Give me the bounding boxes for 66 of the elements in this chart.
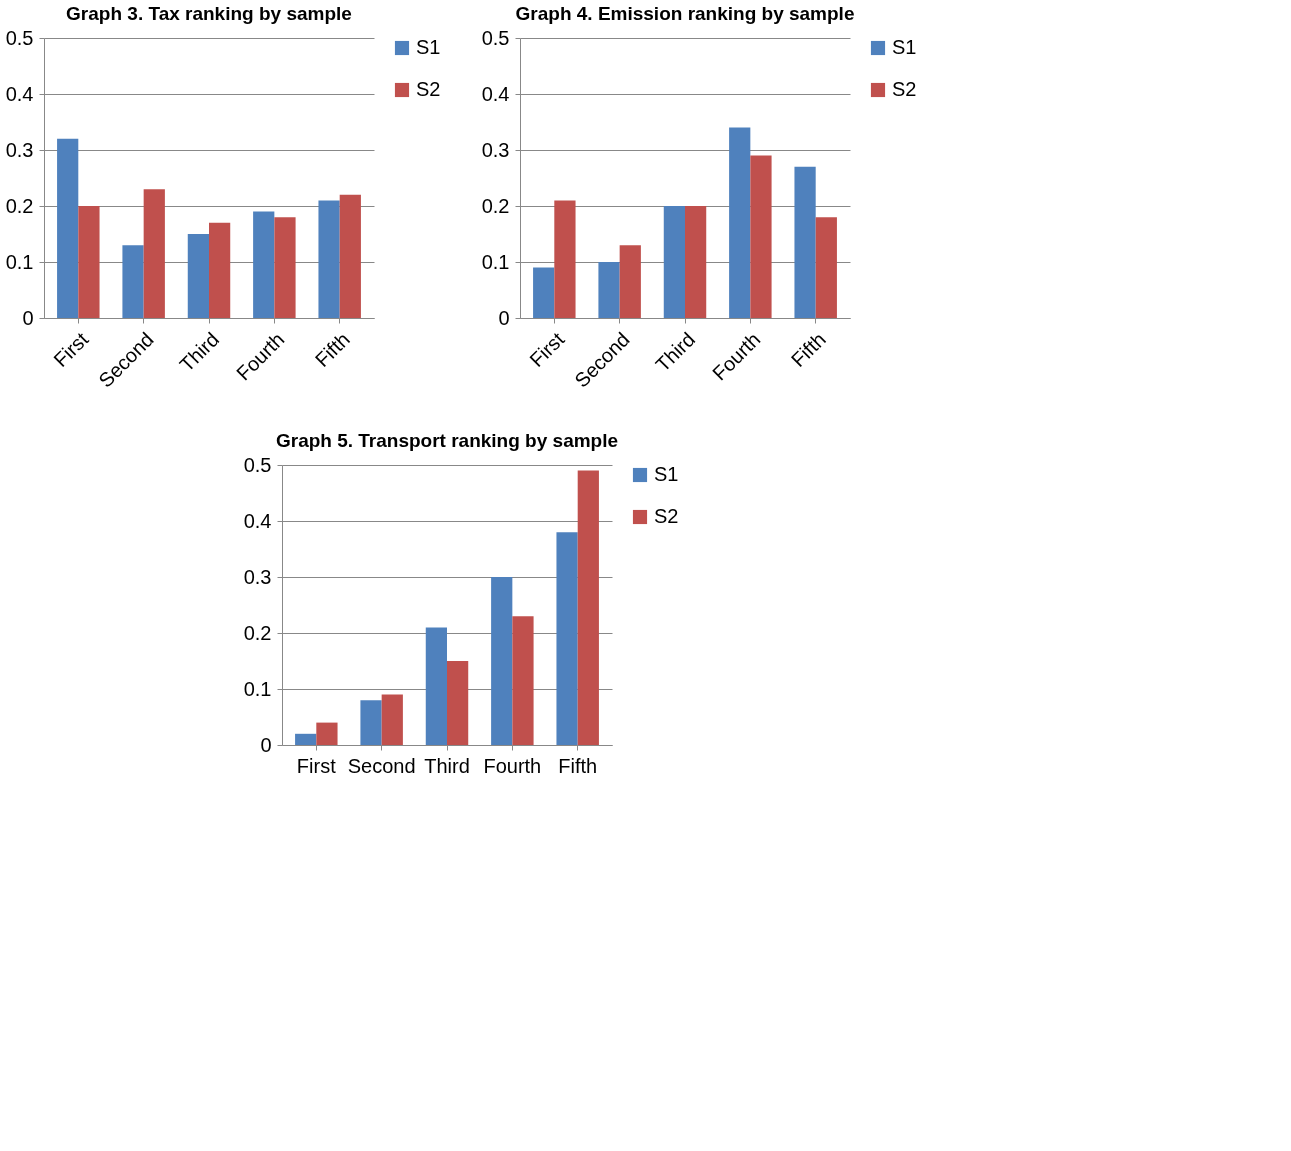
- y-tick-label: 0.3: [5, 138, 34, 161]
- y-tick-label: 0.2: [243, 621, 272, 644]
- bar: [78, 206, 100, 318]
- y-tick-label: 0: [498, 306, 510, 329]
- bar: [360, 700, 382, 745]
- bar: [815, 217, 837, 318]
- bar: [381, 694, 403, 745]
- bar: [209, 222, 231, 318]
- x-tick-label: Fourth: [483, 754, 542, 777]
- bar: [619, 245, 641, 318]
- x-tick-label: Fifth: [558, 754, 598, 777]
- bar: [122, 245, 144, 318]
- legend-label: S2: [892, 78, 917, 100]
- bar: [577, 470, 599, 745]
- bar: [447, 661, 469, 745]
- bar: [425, 627, 447, 745]
- legend-label: S2: [416, 78, 441, 100]
- y-tick-label: 0: [260, 733, 272, 756]
- x-tick-label: First: [296, 754, 337, 777]
- bar: [685, 206, 707, 318]
- y-tick-label: 0.2: [481, 194, 510, 217]
- y-tick-label: 0.4: [243, 509, 272, 532]
- y-tick-label: 0.5: [243, 453, 272, 476]
- bar: [663, 206, 685, 318]
- chart-title: Graph 5. Transport ranking by sample: [275, 430, 619, 451]
- bar: [318, 200, 340, 318]
- legend-label: S1: [654, 463, 679, 485]
- bar: [187, 234, 209, 318]
- bar: [143, 189, 165, 318]
- y-tick-label: 0.4: [481, 82, 510, 105]
- x-tick-label: First: [49, 327, 93, 372]
- x-tick-label: Second: [347, 754, 416, 777]
- bar: [794, 166, 816, 318]
- legend-label: S2: [654, 505, 679, 527]
- bar: [253, 211, 275, 318]
- y-tick-label: 0.5: [481, 26, 510, 49]
- y-tick-label: 0.1: [481, 250, 510, 273]
- bar: [491, 577, 513, 745]
- x-tick-label: Third: [424, 754, 470, 777]
- y-tick-label: 0.3: [243, 565, 272, 588]
- bar: [316, 722, 338, 745]
- chart-title: Graph 4. Emission ranking by sample: [515, 3, 855, 24]
- y-tick-label: 0.1: [243, 677, 272, 700]
- bar: [57, 138, 79, 318]
- y-tick-label: 0.1: [5, 250, 34, 273]
- y-tick-label: 0.5: [5, 26, 34, 49]
- bar: [729, 127, 751, 318]
- bar: [512, 616, 534, 745]
- x-tick-label: Fifth: [310, 328, 354, 372]
- legend-label: S1: [416, 36, 441, 58]
- bar: [598, 262, 620, 318]
- bar: [533, 267, 555, 318]
- x-tick-label: First: [525, 327, 569, 372]
- bar: [295, 733, 317, 745]
- bar: [750, 155, 772, 318]
- legend-label: S1: [892, 36, 917, 58]
- y-tick-label: 0.3: [481, 138, 510, 161]
- bar: [339, 194, 361, 318]
- x-tick-label: Fifth: [786, 328, 830, 372]
- bar: [274, 217, 296, 318]
- y-tick-label: 0: [22, 306, 34, 329]
- bar: [556, 532, 578, 745]
- chart-title: Graph 3. Tax ranking by sample: [66, 3, 352, 24]
- y-tick-label: 0.2: [5, 194, 34, 217]
- bar: [554, 200, 576, 318]
- y-tick-label: 0.4: [5, 82, 34, 105]
